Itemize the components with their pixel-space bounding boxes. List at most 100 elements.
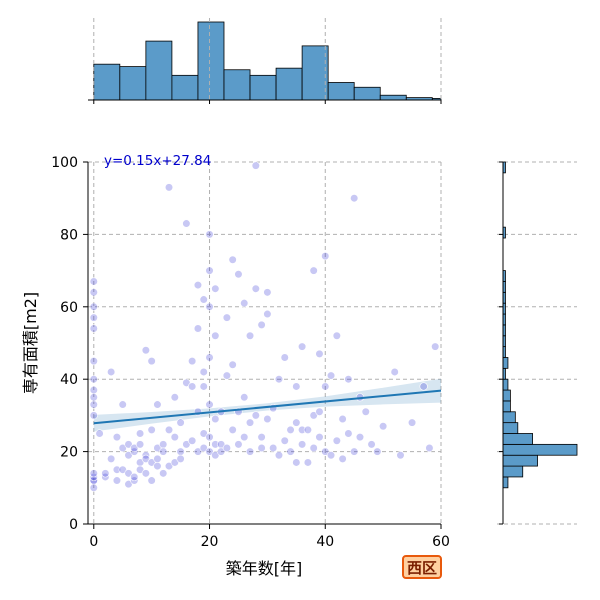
scatter-point [205, 302, 214, 311]
scatter-point [240, 299, 249, 308]
scatter-point [407, 418, 417, 427]
scatter-point [222, 313, 231, 322]
scatter-point [292, 418, 301, 427]
y-axis-title: 専有面積[m2] [21, 292, 40, 394]
scatter-point [199, 295, 208, 304]
top-hist-bar [145, 40, 173, 101]
scatter-point [141, 346, 150, 355]
right-hist-bar [502, 476, 509, 489]
scatter-point [199, 382, 208, 391]
scatter-point [286, 425, 295, 434]
right-hist-bar [502, 389, 511, 402]
scatter-point [147, 425, 156, 434]
scatter-point [216, 447, 226, 456]
scatter-point [373, 447, 382, 456]
right-hist-bar [502, 443, 578, 456]
y-tick-label: 0 [69, 517, 78, 533]
scatter-point [112, 465, 122, 474]
scatter-point [211, 451, 220, 460]
scatter-point [89, 277, 98, 286]
scatter-point [153, 443, 162, 453]
x-tick-label: 40 [316, 534, 334, 550]
scatter-point [245, 418, 255, 427]
scatter-point [298, 425, 307, 434]
scatter-point [263, 288, 272, 297]
scatter-point [390, 367, 399, 377]
scatter-point [159, 469, 168, 478]
scatter-point [216, 440, 226, 449]
scatter-point [419, 382, 428, 391]
scatter-point [124, 469, 133, 478]
scatter-point [257, 443, 266, 453]
scatter-point [170, 458, 179, 467]
scatter-point [188, 436, 197, 445]
scatter-point [234, 270, 243, 279]
main-axes: 0 20 40 60 0 20 40 60 80 100 [51, 155, 450, 550]
scatter-point [315, 433, 324, 442]
scatter-point [303, 425, 313, 434]
right-hist-bar [502, 378, 509, 391]
scatter-point [89, 313, 98, 322]
scatter-point [205, 230, 214, 239]
right-hist-bar [502, 411, 516, 424]
scatter-point [159, 447, 168, 456]
scatter-point [367, 440, 376, 449]
right-hist-bar [502, 433, 534, 445]
scatter-point [292, 382, 301, 391]
right-hist-bar [502, 454, 538, 467]
right-marginal-histogram [497, 161, 578, 525]
top-hist-bar [275, 67, 303, 101]
scatter-point [245, 331, 255, 340]
x-tick-label: 0 [89, 534, 98, 550]
scatter-point [211, 331, 220, 340]
scatter-point [147, 458, 156, 467]
scatter-point [199, 429, 208, 438]
regression-line-path [93, 389, 442, 425]
y-tick-label: 20 [60, 445, 78, 461]
scatter-point [338, 414, 347, 424]
scatter-point [159, 440, 168, 449]
scatter-point [205, 433, 214, 442]
scatter-point [286, 447, 295, 456]
scatter-point [234, 440, 243, 449]
top-hist-bar [93, 63, 121, 101]
scatter-point [89, 288, 98, 297]
y-tick-label: 60 [60, 300, 78, 316]
scatter-point [89, 469, 98, 478]
scatter-point [263, 309, 272, 319]
scatter-point [280, 436, 289, 445]
scatter-point [118, 400, 127, 409]
scatter-point [193, 280, 203, 290]
scatter-point [326, 371, 336, 380]
scatter-point [182, 440, 191, 449]
scatter-point [188, 357, 197, 366]
scatter-point [332, 331, 341, 340]
scatter-point [118, 443, 127, 453]
scatter-point [130, 443, 139, 453]
top-hist-bar [379, 94, 407, 101]
scatter-point [309, 443, 318, 453]
scatter-point [274, 375, 284, 384]
scatter-point [245, 447, 255, 456]
scatter-point [124, 451, 133, 460]
scatter-point [135, 429, 145, 438]
scatter-point [199, 367, 208, 377]
scatter-point [141, 454, 150, 463]
scatter-point [193, 324, 203, 333]
scatter-point [379, 422, 388, 431]
scatter-point [350, 447, 359, 456]
scatter-point [130, 472, 139, 482]
scatter-point [135, 465, 145, 474]
x-tick-label: 20 [201, 534, 219, 550]
top-hist-bar [249, 74, 277, 101]
top-hist-bar [223, 69, 251, 101]
scatter-point [309, 266, 318, 275]
scatter-point [315, 407, 324, 416]
scatter-point [431, 342, 440, 351]
scatter-point [107, 454, 116, 463]
scatter-point [240, 393, 249, 402]
scatter-point [321, 382, 330, 391]
scatter-points [89, 161, 440, 492]
scatter-point [89, 302, 98, 311]
